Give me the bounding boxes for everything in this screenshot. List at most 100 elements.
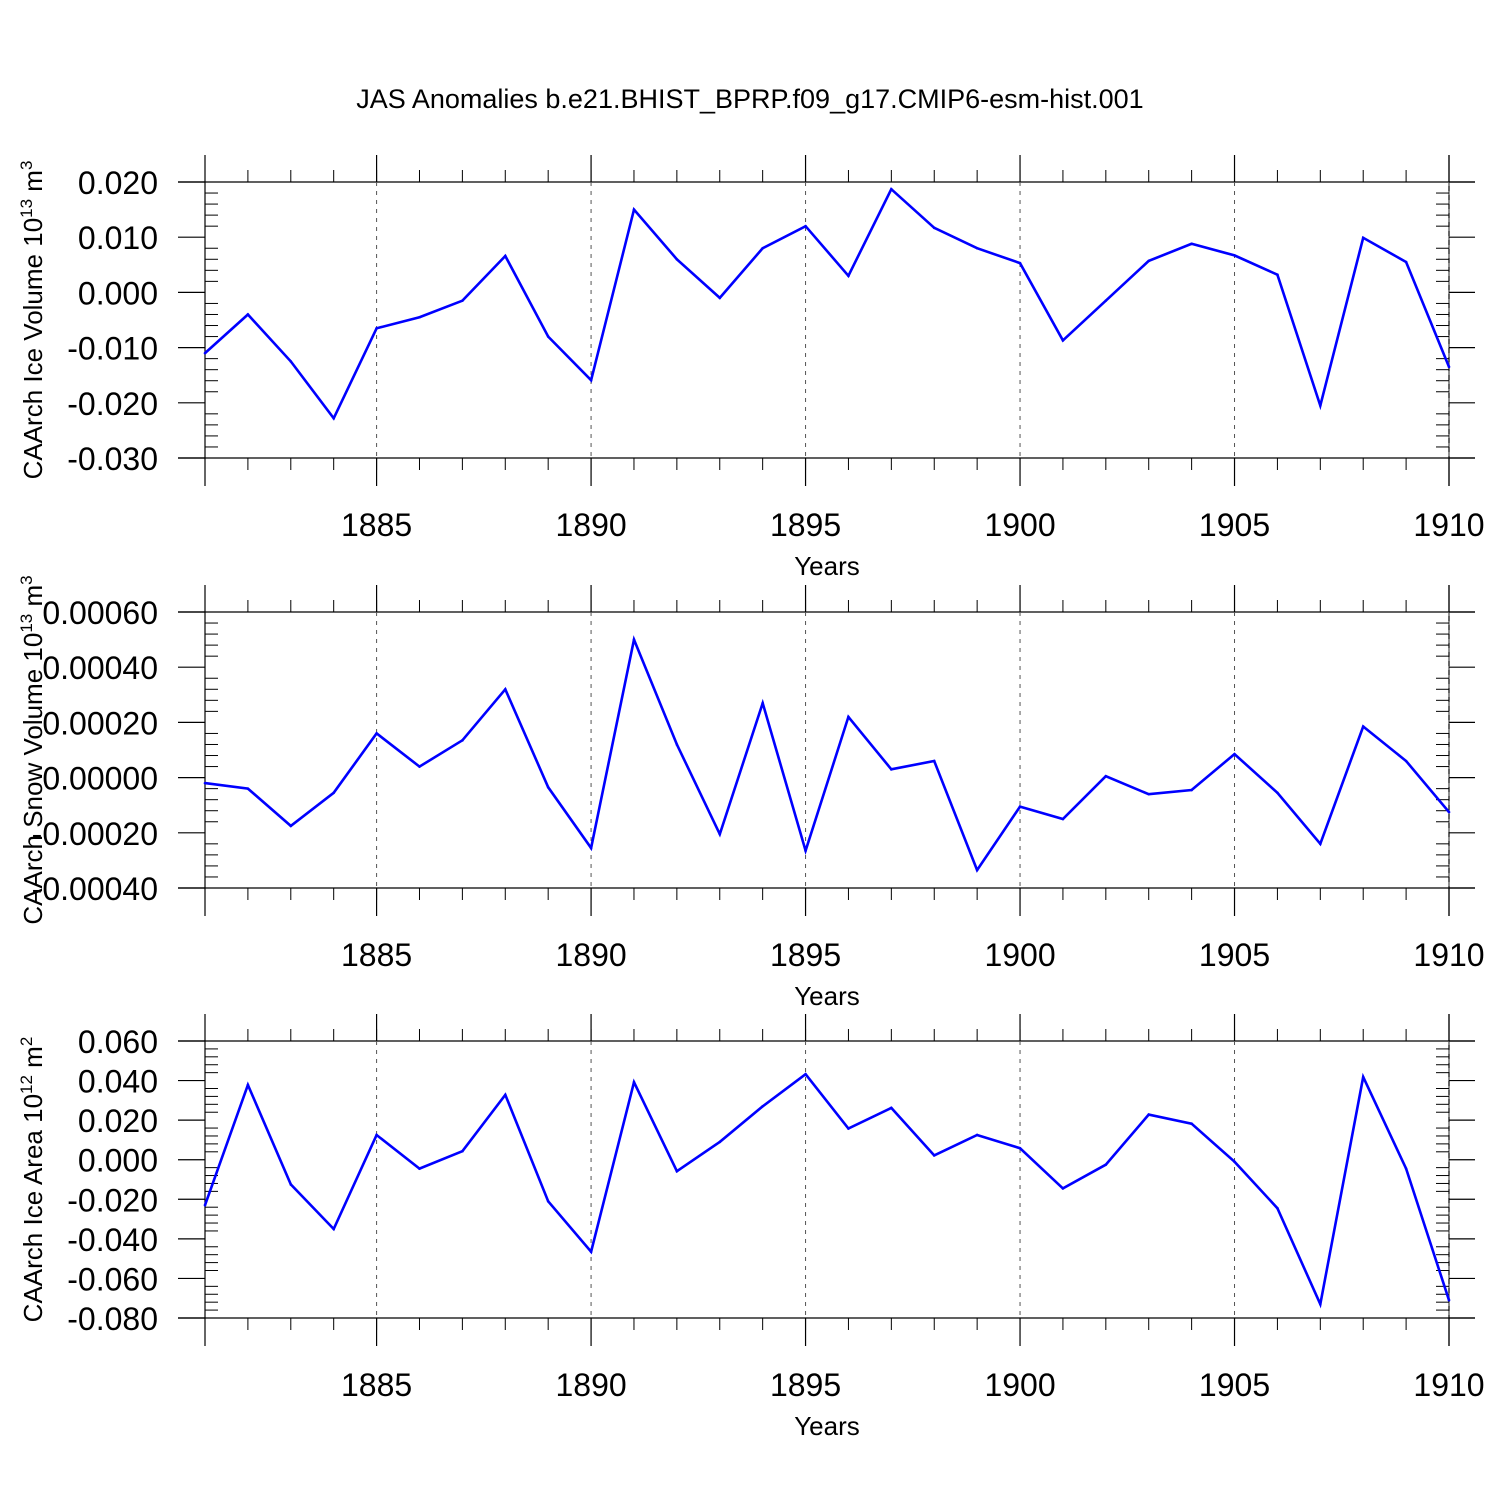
data-point [546, 785, 550, 789]
data-point [1061, 339, 1065, 342]
data-point [1404, 1167, 1408, 1170]
data-point [1061, 817, 1065, 821]
data-point [332, 791, 335, 795]
data-point [1104, 1163, 1108, 1166]
data-point [1276, 273, 1279, 277]
series-line [204, 635, 1450, 873]
data-point [718, 832, 722, 836]
data-point [1447, 810, 1451, 814]
chart-panel-2: 1885 1890 1895 1900 1905 1910 -0.00040 -0.00020… [17, 575, 1485, 1011]
data-point [761, 246, 764, 250]
data-point [1104, 299, 1108, 302]
series-line [204, 187, 1451, 421]
data-point [461, 739, 464, 742]
page-title: JAS Anomalies b.e21.BHIST_BPRP.f09_g17.C… [356, 84, 1144, 114]
data-point [675, 1169, 679, 1173]
data-point [203, 351, 207, 355]
x-axis-title: Years [794, 981, 860, 1011]
x-tick-label: 1910 [1413, 507, 1484, 543]
data-point [804, 1072, 807, 1076]
series-line [203, 1072, 1451, 1309]
y-tick-label: -0.030 [67, 441, 158, 477]
data-point [1319, 842, 1322, 846]
data-point [589, 1250, 593, 1254]
data-point [1361, 1075, 1365, 1079]
x-tick-label: 1890 [555, 937, 626, 973]
data-point [589, 846, 593, 850]
y-tick-label: -0.00040 [32, 871, 158, 907]
data-point [289, 360, 293, 363]
y-tick-label: 0.000 [78, 1143, 158, 1179]
x-tick-label: 1900 [984, 1367, 1055, 1403]
y-axis-title: CAArch Ice Volume 1013 m3 [17, 161, 48, 480]
data-point [289, 1183, 293, 1186]
data-point [589, 378, 593, 382]
x-tick-label: 1895 [770, 1367, 841, 1403]
data-point [1233, 1160, 1236, 1163]
data-point [847, 274, 850, 278]
data-point [1147, 259, 1151, 263]
data-point [461, 1149, 464, 1153]
data-point [246, 313, 250, 316]
data-point [1276, 791, 1279, 795]
data-point [1018, 805, 1022, 808]
x-axis-title: Years [794, 551, 860, 581]
data-point [1061, 1187, 1065, 1190]
data-point [418, 765, 421, 768]
data-point [1147, 792, 1151, 796]
data-point [718, 296, 722, 300]
y-tick-label: 0.020 [78, 1103, 158, 1139]
x-tick-label: 1890 [555, 1367, 626, 1403]
data-point [1361, 725, 1365, 728]
data-point [418, 315, 421, 319]
x-tick-label: 1895 [770, 937, 841, 973]
data-point [503, 254, 507, 258]
data-point [203, 781, 207, 785]
data-point [975, 1133, 979, 1137]
data-point [332, 416, 335, 420]
y-axis-title: CAArch Snow Volume 1013 m3 [17, 575, 48, 924]
data-point [1319, 1302, 1322, 1306]
y-tick-label: 0.00040 [42, 650, 158, 686]
data-point [546, 1199, 550, 1203]
data-point [375, 732, 378, 735]
y-tick-label: -0.080 [67, 1301, 158, 1337]
data-point [1233, 752, 1236, 756]
data-point [1190, 242, 1193, 246]
x-tick-label: 1890 [555, 507, 626, 543]
data-point [1147, 1113, 1151, 1116]
y-tick-label: -0.00020 [32, 816, 158, 852]
data-point [1447, 365, 1451, 369]
data-point [546, 335, 550, 338]
y-tick-label: 0.00020 [42, 705, 158, 741]
y-tick-label: -0.040 [67, 1222, 158, 1258]
data-point [461, 299, 464, 302]
y-tick-label: -0.060 [67, 1261, 158, 1297]
y-axis-title: CAArch Ice Area 1012 m2 [17, 1037, 48, 1323]
data-point [975, 868, 979, 872]
data-point [418, 1167, 421, 1170]
data-point [761, 1104, 764, 1108]
data-point [503, 687, 507, 691]
data-point [804, 224, 807, 228]
data-point [847, 1127, 850, 1130]
x-tick-label: 1910 [1413, 937, 1484, 973]
x-tick-label: 1910 [1413, 1367, 1484, 1403]
x-tick-label: 1885 [341, 937, 412, 973]
data-point [1447, 1298, 1451, 1302]
y-tick-label: -0.010 [67, 331, 158, 367]
data-point [203, 1203, 207, 1207]
data-point [332, 1227, 335, 1231]
data-point [1233, 254, 1236, 257]
y-tick-label: 0.00000 [42, 761, 158, 797]
x-tick-label: 1885 [341, 1367, 412, 1403]
x-tick-label: 1900 [984, 507, 1055, 543]
y-tick-label: 0.060 [78, 1024, 158, 1060]
data-point [675, 257, 679, 261]
data-point [375, 1133, 378, 1137]
data-point [1190, 1122, 1193, 1126]
data-point [932, 226, 936, 230]
data-point [246, 1083, 250, 1087]
data-point [932, 1154, 936, 1157]
